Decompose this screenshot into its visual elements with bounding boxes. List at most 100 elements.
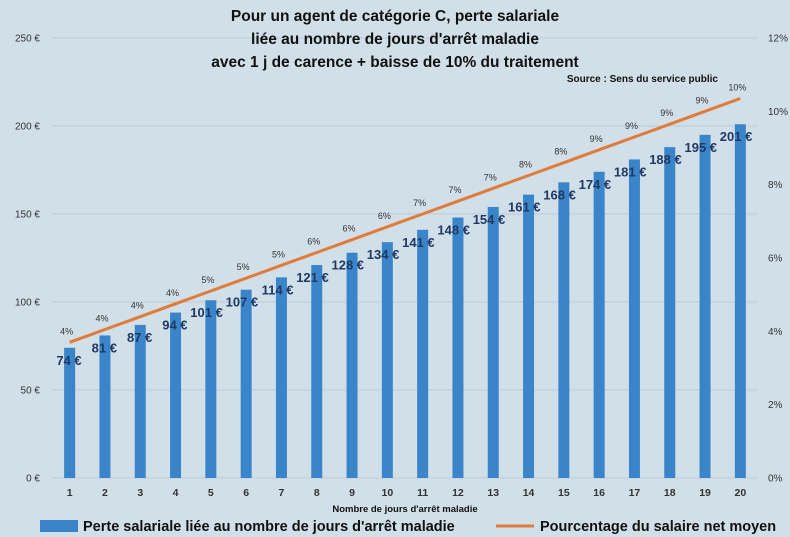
- bar-value-label: 148 €: [437, 223, 470, 238]
- y-right-tick-label: 8%: [768, 180, 783, 191]
- percentage-label: 6%: [343, 224, 356, 234]
- x-tick-label: 9: [349, 487, 355, 499]
- chart-title-line-3: avec 1 j de carence + baisse de 10% du t…: [211, 54, 578, 71]
- bar: [346, 252, 358, 478]
- bar: [311, 265, 323, 478]
- percentage-label: 9%: [590, 134, 603, 144]
- bar: [664, 147, 676, 478]
- percentage-label: 8%: [519, 160, 532, 170]
- x-tick-label: 2: [102, 487, 108, 499]
- y-axis-right: 0% 2% 4% 6% 8% 10% 12%: [768, 34, 788, 485]
- legend-swatch-bar: [40, 520, 78, 532]
- x-axis-label: Nombre de jours d'arrêt maladie: [332, 504, 477, 515]
- x-tick-label: 7: [279, 487, 285, 499]
- x-tick-label: 3: [137, 487, 143, 499]
- bar-value-label: 188 €: [649, 152, 682, 167]
- y-axis-left: 0 € 50 € 100 € 150 € 200 € 250 €: [15, 34, 40, 485]
- x-tick-label: 6: [243, 487, 249, 499]
- percentage-line: [69, 97, 741, 344]
- bar-value-label: 174 €: [579, 177, 612, 192]
- x-tick-label: 12: [452, 487, 464, 499]
- bar-value-label: 195 €: [685, 140, 718, 155]
- percentage-label: 5%: [237, 262, 250, 272]
- percentage-label: 9%: [696, 95, 709, 105]
- bar-value-label: 74 €: [56, 353, 81, 368]
- y-left-tick-label: 50 €: [21, 386, 41, 397]
- percentage-label: 7%: [484, 172, 497, 182]
- bar: [593, 171, 605, 478]
- bar-value-label: 101 €: [190, 305, 223, 320]
- percentage-label: 6%: [378, 211, 391, 221]
- percentage-label: 5%: [272, 249, 285, 259]
- x-tick-label: 4: [173, 487, 179, 499]
- y-right-tick-label: 12%: [768, 34, 788, 45]
- percentage-label: 7%: [413, 198, 426, 208]
- bar-value-label: 121 €: [296, 270, 329, 285]
- bar-value-label: 114 €: [262, 282, 294, 297]
- chart-title-line-1: Pour un agent de catégorie C, perte sala…: [231, 8, 560, 25]
- bar-value-label: 168 €: [543, 187, 576, 202]
- bar-value-label: 94 €: [162, 318, 187, 333]
- bar-value-label: 161 €: [508, 200, 541, 215]
- x-tick-label: 11: [417, 487, 428, 499]
- x-tick-label: 16: [593, 487, 605, 499]
- percentage-label: 10%: [728, 83, 746, 93]
- x-tick-label: 13: [487, 487, 499, 499]
- percentage-label: 7%: [448, 185, 461, 195]
- bar-value-label: 107 €: [226, 295, 259, 310]
- y-right-tick-label: 6%: [768, 254, 783, 265]
- percentage-label: 4%: [95, 314, 108, 324]
- percentage-labels: 4% 4% 4% 4% 5% 5% 5% 6% 6% 6% 7% 7% 7% 8% 8% 9% 9% 9% 9% 10…: [60, 83, 746, 337]
- bar: [205, 300, 217, 478]
- bar-value-label: 201 €: [720, 129, 753, 144]
- y-left-tick-label: 250 €: [15, 34, 40, 45]
- bar: [275, 277, 287, 478]
- percentage-label: 5%: [201, 275, 214, 285]
- y-right-tick-label: 0%: [768, 474, 783, 485]
- bar: [170, 312, 182, 478]
- y-left-tick-label: 200 €: [15, 122, 40, 133]
- y-right-tick-label: 2%: [768, 400, 783, 411]
- bar-value-label: 81 €: [92, 340, 117, 355]
- x-tick-label: 10: [382, 487, 394, 499]
- legend-label-bar: Perte salariale liée au nombre de jours …: [83, 519, 455, 535]
- bar: [452, 217, 464, 478]
- bar: [240, 289, 252, 478]
- x-tick-label: 18: [664, 487, 676, 499]
- x-axis: 1 2 3 4 5 6 7 8 9 10 11 12 13 14 15 16 17 18 19 20: [67, 487, 747, 499]
- bar-value-label: 134 €: [367, 247, 400, 262]
- bar-value-labels: 74 € 81 € 87 € 94 €101 €107 €114 €121 €128 …: [56, 129, 752, 368]
- percentage-label: 9%: [625, 121, 638, 131]
- bar-value-label: 141 €: [402, 235, 435, 250]
- bar: [523, 194, 535, 478]
- bar: [734, 124, 746, 479]
- y-right-tick-label: 4%: [768, 327, 783, 338]
- bar: [417, 229, 429, 478]
- bar: [134, 324, 146, 478]
- bar-value-label: 154 €: [473, 212, 506, 227]
- percentage-label: 4%: [60, 326, 73, 336]
- bar: [628, 159, 640, 478]
- x-tick-label: 1: [67, 487, 73, 499]
- bar: [99, 335, 111, 478]
- bar: [381, 242, 393, 478]
- bar-value-label: 87 €: [127, 330, 152, 345]
- y-left-tick-label: 150 €: [15, 210, 40, 221]
- legend: Perte salariale liée au nombre de jours …: [40, 519, 776, 535]
- chart-source: Source : Sens du service public: [567, 74, 719, 85]
- bar-value-label: 128 €: [332, 258, 365, 273]
- bar: [699, 134, 711, 479]
- y-left-tick-label: 0 €: [26, 474, 40, 485]
- bar-value-label: 181 €: [614, 164, 647, 179]
- y-left-tick-label: 100 €: [15, 298, 40, 309]
- percentage-label: 6%: [307, 237, 320, 247]
- x-tick-label: 8: [314, 487, 320, 499]
- bar: [64, 347, 76, 478]
- x-tick-label: 20: [735, 487, 747, 499]
- x-tick-label: 5: [208, 487, 214, 499]
- x-tick-label: 17: [629, 487, 641, 499]
- x-tick-label: 19: [699, 487, 711, 499]
- percentage-label: 9%: [660, 108, 673, 118]
- percentage-label: 8%: [554, 147, 567, 157]
